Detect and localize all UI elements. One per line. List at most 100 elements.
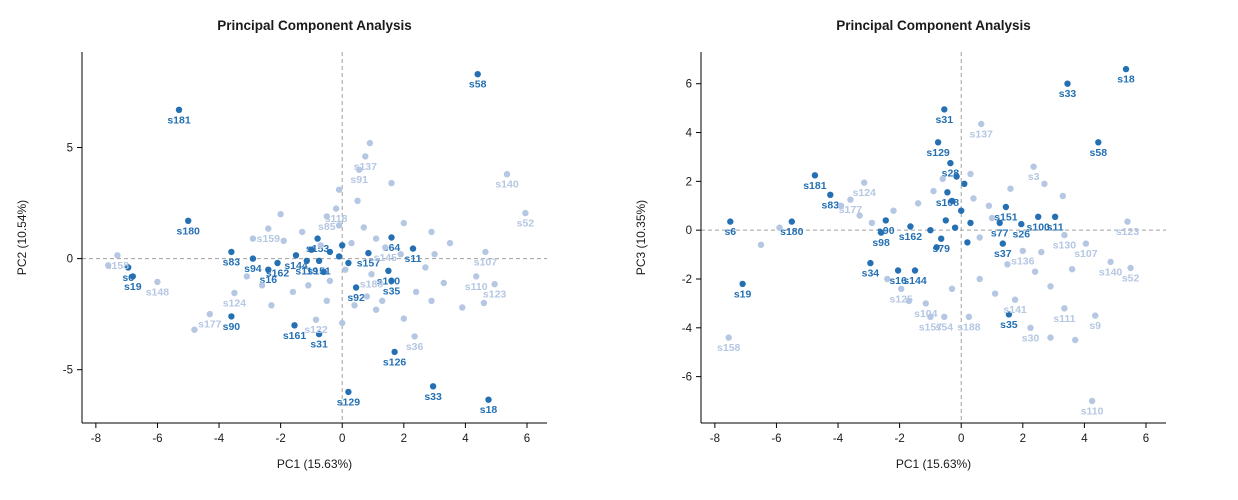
point-label: s162	[899, 231, 923, 243]
data-point	[303, 257, 310, 264]
data-point	[258, 282, 266, 289]
x-tick-label: 4	[462, 433, 469, 445]
data-point	[482, 248, 489, 256]
data-point	[388, 179, 395, 187]
data-point	[175, 106, 183, 114]
y-tick-label: -2	[682, 274, 692, 286]
data-point	[412, 288, 420, 296]
point-label: s157	[919, 321, 943, 333]
data-point	[326, 277, 334, 284]
pca-panel-pc1-pc3: s18 s33 s31 s129 s58 s28 s181 s83 s180 s6 s19 s90 s9…	[619, 0, 1238, 500]
data-point	[958, 207, 965, 214]
data-point	[725, 334, 732, 341]
data-point	[400, 219, 407, 227]
data-point	[522, 209, 529, 217]
point-label: s77	[991, 227, 1009, 239]
data-point	[1038, 248, 1045, 256]
point-label: s188	[360, 279, 384, 291]
data-point	[1059, 192, 1066, 200]
data-point	[927, 227, 934, 234]
data-point	[970, 195, 977, 202]
data-point	[125, 264, 132, 271]
data-point	[922, 300, 929, 307]
point-label: s11	[1047, 221, 1064, 233]
point-label: s52	[1122, 273, 1140, 285]
point-label: s122	[304, 324, 328, 336]
data-point	[1004, 261, 1011, 268]
point-label: s90	[223, 321, 241, 333]
y-tick-label: -5	[63, 365, 73, 377]
data-point	[400, 315, 407, 322]
point-label: s92	[347, 292, 365, 304]
data-point	[991, 290, 999, 297]
data-point	[363, 293, 371, 300]
data-point	[776, 224, 783, 231]
x-tick-label: 6	[524, 433, 530, 445]
point-label: s18	[480, 404, 498, 416]
point-label: s104	[914, 308, 938, 320]
data-point	[345, 388, 352, 396]
data-point	[941, 313, 948, 320]
x-tick-label: -8	[710, 433, 720, 445]
point-label: s181	[803, 180, 827, 192]
data-point	[129, 273, 136, 280]
data-point	[342, 266, 349, 273]
data-point	[930, 187, 937, 195]
point-label: s129	[337, 396, 361, 408]
data-point	[382, 244, 389, 251]
point-label: s35	[383, 285, 401, 297]
point-label: s85	[318, 221, 336, 233]
point-label: s94	[244, 263, 262, 275]
data-point	[491, 281, 498, 288]
data-point	[352, 284, 360, 291]
data-point	[265, 225, 272, 232]
data-point	[326, 248, 334, 256]
x-tick-label: 6	[1143, 433, 1149, 445]
data-point	[898, 285, 905, 292]
data-point	[1107, 258, 1114, 266]
data-point	[1127, 264, 1134, 272]
y-tick-label: 4	[686, 128, 693, 140]
chart-title: Principal Component Analysis	[217, 18, 412, 33]
data-point	[289, 288, 297, 296]
data-point	[388, 234, 395, 241]
data-point	[356, 166, 363, 173]
x-tick-label: 4	[1081, 433, 1088, 445]
data-point	[368, 271, 375, 278]
point-label: s158	[106, 260, 130, 272]
data-point	[365, 249, 372, 257]
point-label: s140	[495, 179, 519, 191]
point-label: s129	[926, 147, 950, 159]
x-tick-label: -2	[895, 433, 905, 445]
data-point	[312, 316, 320, 323]
y-tick-label: 0	[686, 225, 692, 237]
data-point	[856, 212, 863, 219]
data-point	[345, 259, 352, 267]
data-point	[1061, 305, 1068, 312]
point-label: s119	[295, 265, 318, 277]
data-point	[354, 197, 361, 204]
point-label: s177	[839, 204, 863, 216]
data-point	[409, 245, 417, 252]
point-label: s52	[517, 218, 535, 230]
point-label: s18	[1117, 74, 1135, 86]
point-label: s58	[469, 79, 487, 91]
data-point	[459, 304, 466, 311]
data-point	[1035, 213, 1042, 220]
point-label: s83	[223, 256, 241, 268]
point-label: s58	[1090, 147, 1108, 159]
data-point	[379, 297, 386, 304]
data-point	[905, 297, 913, 305]
data-point	[428, 228, 435, 236]
data-point	[1019, 247, 1026, 255]
point-label: s118	[325, 213, 348, 225]
point-label: s123	[1116, 226, 1140, 238]
data-point	[894, 267, 902, 274]
data-point	[934, 139, 942, 146]
data-point	[315, 257, 323, 264]
data-point	[446, 239, 454, 247]
data-point	[191, 326, 198, 333]
data-point	[978, 120, 985, 128]
point-label: s110	[1081, 406, 1104, 418]
data-point	[277, 211, 284, 218]
